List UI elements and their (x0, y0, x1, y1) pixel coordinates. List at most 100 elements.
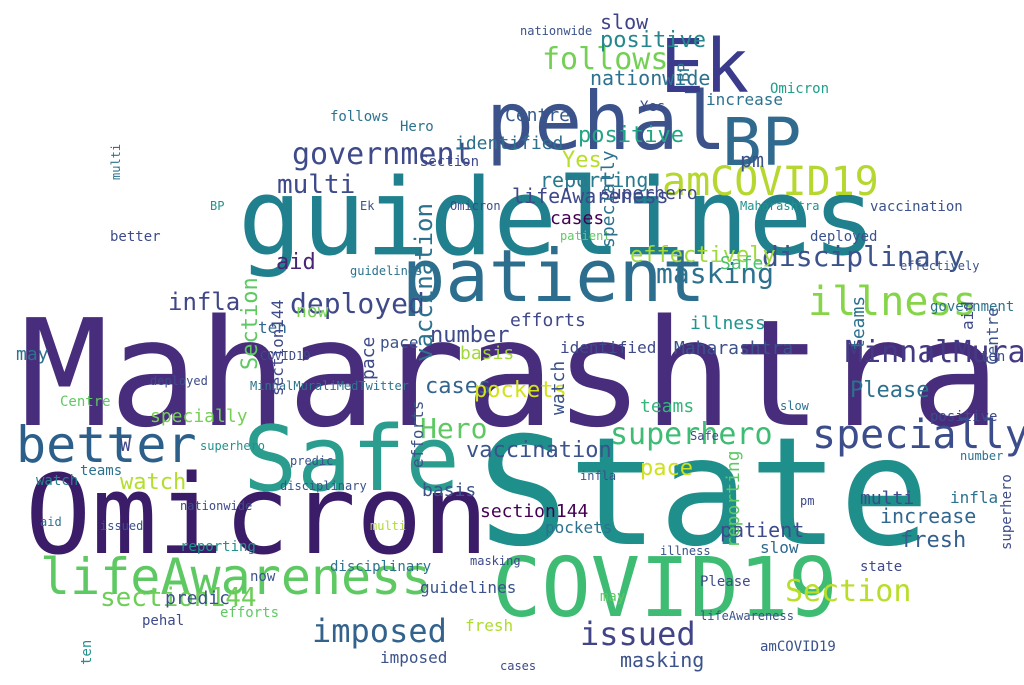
word: aid (958, 301, 977, 330)
word: state (860, 559, 903, 575)
word: imposed (312, 612, 447, 650)
word: specially (598, 150, 619, 248)
word: disciplinary (330, 559, 432, 575)
word: Yes (562, 148, 602, 173)
word: basis (422, 480, 477, 501)
word: State (478, 406, 930, 580)
word: superhero (600, 183, 698, 204)
word: lifeAwareness (700, 609, 794, 623)
word: superhero (200, 439, 266, 453)
word: follows (330, 109, 390, 125)
word: predic (165, 588, 231, 609)
word: infla (168, 288, 241, 316)
word: issued (580, 615, 696, 653)
word: positive (600, 28, 706, 53)
word: watch (548, 360, 569, 415)
word: pockets (474, 378, 567, 403)
word: fresh (900, 528, 967, 553)
word: Section (238, 277, 263, 370)
word: BP (210, 199, 225, 213)
word: teams (80, 463, 123, 479)
word: multi (109, 143, 123, 180)
word: better (16, 416, 197, 474)
word: patient (402, 234, 706, 318)
word: efforts (220, 605, 280, 621)
word: ten (258, 318, 287, 337)
word: lifeAwareness (40, 548, 432, 606)
word: W (120, 435, 131, 456)
word: section144 (100, 583, 257, 613)
word: effectively (630, 243, 776, 268)
word: ten (980, 349, 1006, 365)
word: section144 (268, 299, 287, 396)
word: vaccination (466, 438, 612, 463)
word: vaccination (870, 199, 963, 215)
word: MinnalMuraliMedTwitter (845, 335, 1024, 370)
word: Ek (360, 199, 375, 213)
word: Centre (60, 394, 111, 410)
word: ten (79, 639, 95, 665)
word: aid (276, 250, 316, 275)
word: identified (560, 338, 657, 357)
word: illness (660, 544, 711, 558)
word: slow (780, 399, 809, 413)
word: guidelines (420, 578, 517, 597)
word: Centre (983, 307, 1002, 365)
word: pm (800, 494, 815, 508)
word: deployed (290, 287, 425, 320)
word: Maharashtra (20, 288, 1001, 460)
word: BP (674, 62, 693, 82)
word: vaccination (410, 203, 438, 362)
word: nationwide (520, 24, 593, 38)
word: cases (500, 659, 537, 673)
word: Please (850, 378, 930, 403)
word: Hero (420, 412, 488, 445)
word: teams (848, 295, 869, 350)
word: Omicron (770, 81, 830, 97)
word: positive (578, 123, 684, 148)
word: multi (370, 519, 407, 533)
word: nationwide (180, 499, 253, 513)
word: number (960, 449, 1004, 463)
word: reporting (723, 450, 744, 548)
word: BP (722, 104, 802, 181)
word: Section (420, 154, 480, 170)
word: specially (812, 412, 1024, 458)
word: guidelines (238, 156, 877, 279)
word: increase (706, 90, 784, 109)
word: Hero (400, 119, 434, 135)
word: masking (470, 554, 521, 568)
word: increase (880, 504, 977, 528)
word: deployed (810, 229, 878, 245)
word: reporting (180, 539, 256, 555)
word: imposed (380, 648, 448, 667)
word: number (430, 323, 510, 348)
word: identified (455, 133, 564, 154)
word: Section (785, 574, 912, 609)
word: amCOVID19 (760, 639, 836, 655)
word: teams (640, 396, 695, 417)
word: Safe (720, 253, 764, 274)
word: masking (620, 648, 705, 672)
word: nationwide (590, 66, 711, 90)
word: MinnalMuraliMedTwitter (250, 379, 409, 393)
word: disciplinary (762, 240, 965, 273)
word: patient (720, 518, 805, 542)
word: amCOVID19 (662, 159, 879, 205)
word: predic (290, 454, 334, 468)
word: multi (277, 170, 356, 200)
word: pace (380, 333, 419, 352)
word: illness (690, 313, 766, 334)
word: government (292, 137, 473, 172)
word: Ek (660, 24, 750, 110)
word: pockets (545, 518, 613, 537)
word: issued (100, 519, 144, 533)
word: follows (542, 42, 669, 77)
word: effectively (900, 259, 980, 273)
word: cases (550, 208, 605, 229)
word: superhero (999, 474, 1015, 550)
word: illness (808, 279, 977, 325)
word: fresh (465, 616, 514, 635)
word: patient (560, 229, 611, 243)
